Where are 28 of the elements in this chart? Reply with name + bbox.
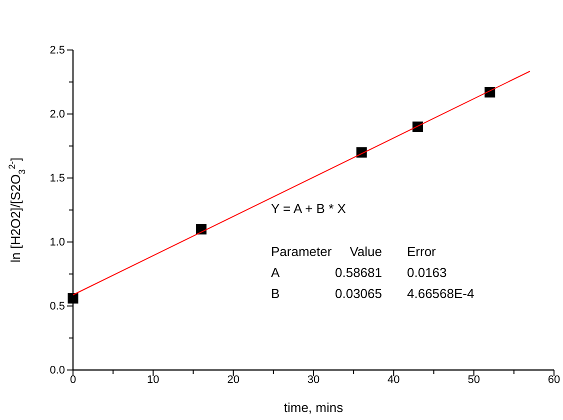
annotation: Value	[350, 244, 382, 259]
annotation: 4.66568E-4	[407, 286, 474, 301]
x-tick-label: 30	[307, 374, 320, 386]
x-axis-title: time, mins	[284, 400, 344, 415]
annotation: Error	[407, 244, 437, 259]
annotation: 0.58681	[335, 265, 382, 280]
annotation: 0.0163	[407, 265, 447, 280]
annotation: 0.03065	[335, 286, 382, 301]
annotation: B	[271, 286, 280, 301]
annotation: Parameter	[271, 244, 332, 259]
annotation: Y = A + B * X	[271, 201, 346, 216]
point	[484, 86, 496, 98]
y-tick-label: 2.5	[50, 44, 65, 57]
y-tick-label: 0.5	[50, 300, 65, 313]
annotation: A	[271, 265, 280, 280]
y-tick-label: 1.5	[50, 172, 65, 185]
y-tick-label: 0.0	[50, 364, 65, 377]
x-tick-label: 20	[227, 374, 240, 386]
point	[196, 224, 207, 234]
x-tick-label: 40	[388, 374, 400, 386]
y-tick-label: 2.0	[50, 108, 65, 121]
point	[68, 293, 78, 304]
x-tick-label: 10	[147, 374, 160, 386]
y-tick-label: 1.0	[50, 236, 65, 249]
x-tick-label: 50	[468, 374, 480, 386]
point	[412, 122, 423, 132]
x-tick-label: 0	[70, 374, 76, 386]
x-tick-label: 60	[548, 374, 560, 386]
